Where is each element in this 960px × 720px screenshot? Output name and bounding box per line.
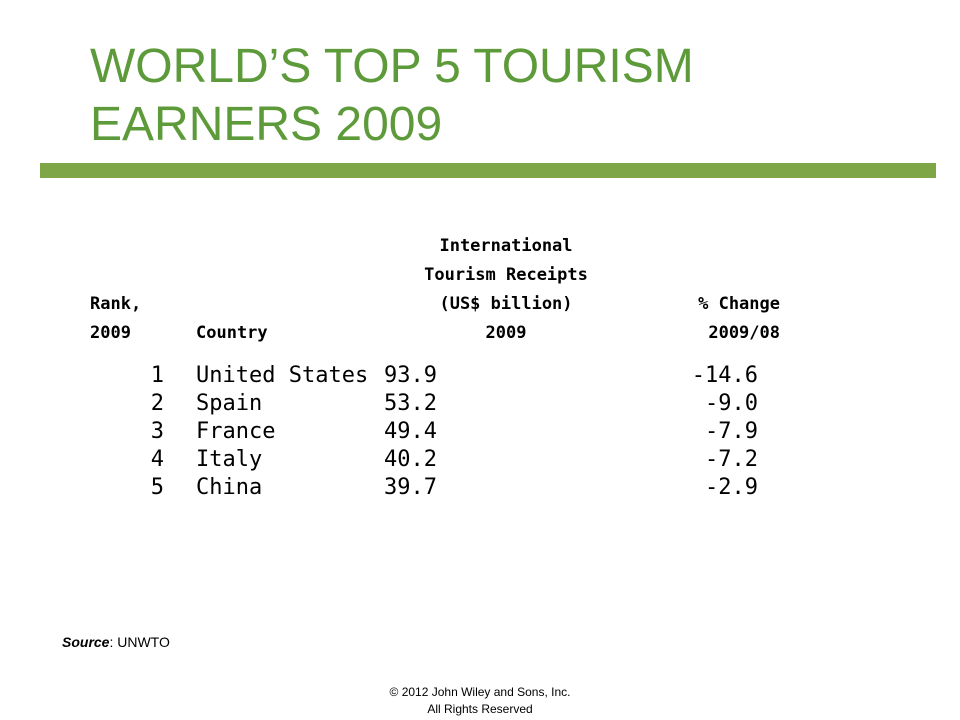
- header-receipts-line-2: Tourism Receipts: [424, 265, 588, 285]
- header-row: Rank, (US$ billion) % Change: [86, 290, 780, 319]
- header-row: 2009 Country 2009 2009/08: [86, 319, 780, 362]
- change-cell: -7.2: [705, 447, 758, 472]
- source-label: Source: [62, 634, 110, 650]
- change-cell: -14.6: [691, 363, 758, 388]
- table-row: 1 United States 93.9 -14.6: [86, 362, 780, 390]
- rank-cell: 2: [150, 391, 164, 416]
- header-row: Tourism Receipts: [86, 261, 780, 290]
- receipts-cell: 40.2: [384, 447, 437, 472]
- country-cell: China: [196, 475, 263, 500]
- table-row: 4 Italy 40.2 -7.2: [86, 446, 780, 474]
- table-row: 5 China 39.7 -2.9: [86, 474, 780, 502]
- copyright-footer: © 2012 John Wiley and Sons, Inc. All Rig…: [320, 684, 640, 718]
- header-row: International: [86, 232, 780, 261]
- copyright-line-2: All Rights Reserved: [427, 702, 533, 716]
- receipts-cell: 93.9: [384, 363, 437, 388]
- receipts-cell: 53.2: [384, 391, 437, 416]
- header-country: Country: [196, 323, 268, 343]
- country-cell: Italy: [196, 447, 263, 472]
- source-text: : UNWTO: [109, 634, 170, 650]
- header-receipts-line-3: (US$ billion): [439, 294, 573, 314]
- header-rank-line-1: Rank,: [90, 294, 142, 314]
- change-cell: -2.9: [705, 475, 758, 500]
- tourism-earners-table: International Tourism Receipts Rank, (US…: [86, 232, 780, 502]
- table-row: 2 Spain 53.2 -9.0: [86, 390, 780, 418]
- header-receipts-line-4: 2009: [485, 323, 527, 343]
- change-cell: -9.0: [705, 391, 758, 416]
- header-receipts-line-1: International: [439, 236, 573, 256]
- rank-cell: 4: [150, 447, 164, 472]
- title-underline-bar: [40, 163, 936, 178]
- rank-cell: 3: [150, 419, 164, 444]
- header-country-spacer: [196, 261, 384, 290]
- receipts-cell: 39.7: [384, 475, 437, 500]
- header-country-spacer: [196, 290, 384, 319]
- source-note: Source: UNWTO: [62, 634, 170, 650]
- country-cell: United States: [196, 363, 369, 388]
- change-cell: -7.9: [705, 419, 758, 444]
- header-rank-line-2: 2009: [90, 323, 131, 343]
- header-change-spacer: [628, 232, 780, 261]
- header-change-spacer: [628, 261, 780, 290]
- header-rank-spacer: [86, 232, 196, 261]
- table-row: 3 France 49.4 -7.9: [86, 418, 780, 446]
- rank-cell: 5: [150, 475, 164, 500]
- rank-cell: 1: [150, 363, 164, 388]
- receipts-cell: 49.4: [384, 419, 437, 444]
- header-change-line-1: % Change: [698, 294, 780, 314]
- slide-title: WORLD’S TOP 5 TOURISM EARNERS 2009: [90, 40, 694, 151]
- country-cell: Spain: [196, 391, 263, 416]
- country-cell: France: [196, 419, 276, 444]
- copyright-line-1: © 2012 John Wiley and Sons, Inc.: [389, 685, 571, 699]
- header-country-spacer: [196, 232, 384, 261]
- header-change-line-2: 2009/08: [708, 323, 780, 343]
- header-rank-spacer: [86, 261, 196, 290]
